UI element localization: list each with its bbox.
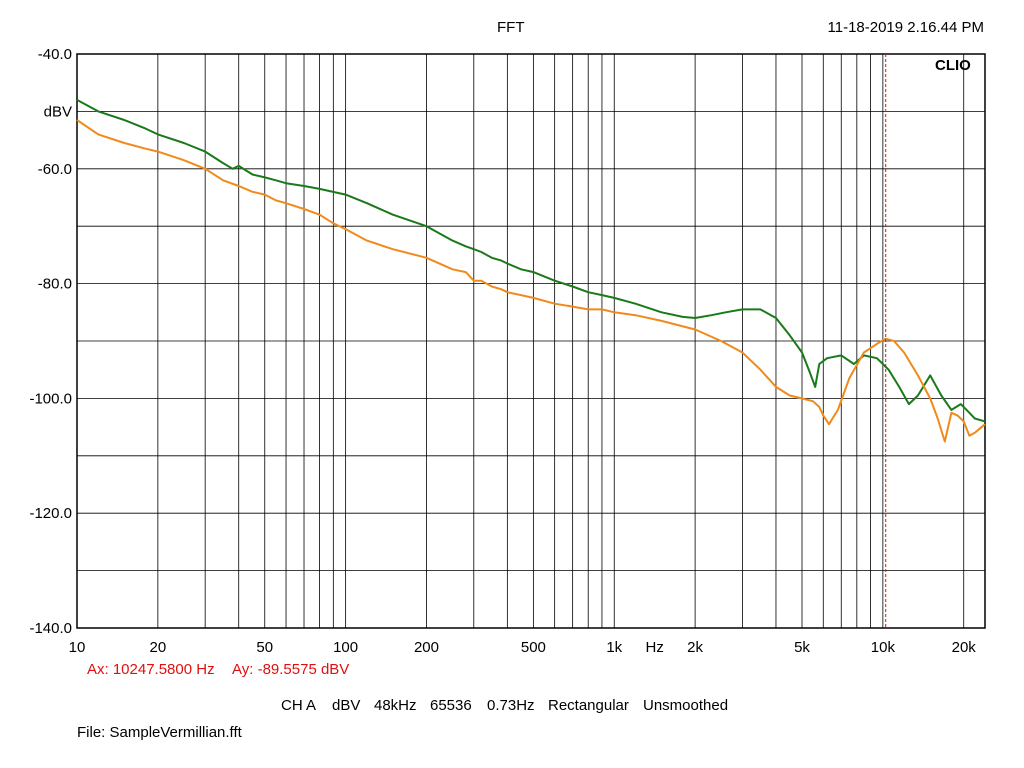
y-tick-label: -120.0 xyxy=(29,505,72,522)
y-tick-label: -40.0 xyxy=(38,46,72,63)
x-tick-label: 200 xyxy=(414,639,439,656)
settings-smoothing: Unsmoothed xyxy=(643,697,729,714)
x-tick-label: 20k xyxy=(952,639,977,656)
settings-window: Rectangular xyxy=(548,697,629,714)
x-tick-label: 2k xyxy=(687,639,703,656)
settings-resolution: 0.73Hz xyxy=(487,697,535,714)
plot-frame xyxy=(76,53,986,629)
x-tick-label: 5k xyxy=(794,639,810,656)
x-tick-label: 500 xyxy=(521,639,546,656)
x-tick-label: 10 xyxy=(69,639,86,656)
cursor-ax-readout: Ax: 10247.5800 Hz xyxy=(87,661,215,678)
x-tick-label: 100 xyxy=(333,639,358,656)
x-tick-label: 10k xyxy=(871,639,896,656)
x-tick-label: 50 xyxy=(256,639,273,656)
y-tick-label: -100.0 xyxy=(29,390,72,407)
y-axis-label: dBV xyxy=(44,103,72,120)
timestamp: 11-18-2019 2.16.44 PM xyxy=(827,19,985,36)
x-axis-label: Hz xyxy=(645,639,663,656)
cursor-ay-readout: Ay: -89.5575 dBV xyxy=(232,661,350,678)
series-line-2 xyxy=(76,119,986,443)
settings-fft-size: 65536 xyxy=(430,697,472,714)
file-name: File: SampleVermillian.fft xyxy=(77,724,242,741)
clio-logo: CLIO xyxy=(935,57,971,74)
x-tick-label: 1k xyxy=(606,639,622,656)
y-tick-label: -140.0 xyxy=(29,620,72,637)
settings-sample-rate: 48kHz xyxy=(374,697,417,714)
series-line-1 xyxy=(76,99,986,423)
y-tick-label: -80.0 xyxy=(38,276,72,293)
y-tick-label: -60.0 xyxy=(38,161,72,178)
settings-unit: dBV xyxy=(332,697,361,714)
settings-channel: CH A xyxy=(281,697,317,714)
x-tick-label: 20 xyxy=(150,639,167,656)
chart-title: FFT xyxy=(497,19,525,36)
